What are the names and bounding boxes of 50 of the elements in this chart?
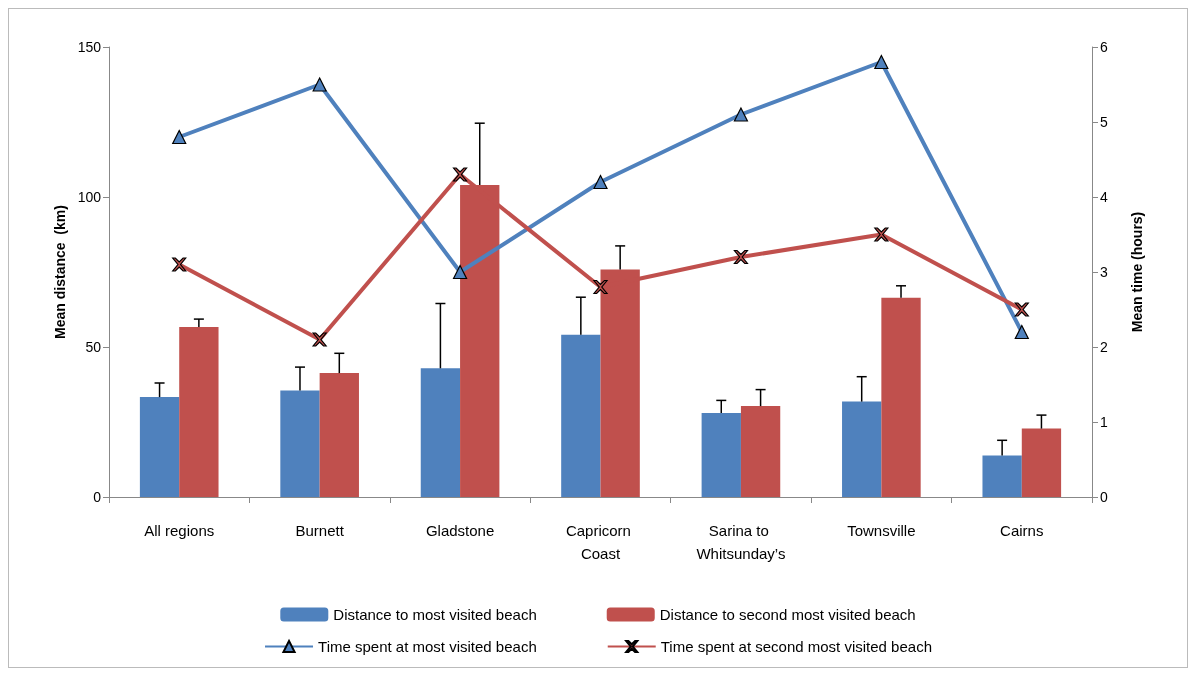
bar: [1021, 428, 1062, 497]
y2-tick-label: 4: [1100, 189, 1108, 205]
point: [593, 279, 608, 295]
point: [593, 174, 608, 190]
point: [312, 332, 327, 347]
legend-label: Distance to most visited beach: [333, 606, 537, 623]
bar: [179, 326, 219, 497]
x-tick-label: Gladstone: [425, 522, 495, 539]
bar: [982, 455, 1022, 497]
point: [452, 264, 468, 280]
bar: [280, 390, 320, 497]
point: [733, 249, 749, 265]
x-tick-label: All regions: [144, 522, 215, 539]
point: [452, 167, 468, 182]
x-tick-label: Capricorn Coast: [565, 522, 636, 562]
y2-axis-title: Mean time (hours): [1129, 211, 1145, 333]
legend-label: Time spent at most visited beach: [318, 638, 537, 655]
legend-label: Time spent at second most visited beach: [660, 638, 932, 655]
point: [1014, 302, 1029, 317]
legend-label: Distance to second most visited beach: [659, 606, 916, 623]
bar: [701, 413, 741, 497]
point: [172, 129, 187, 145]
point: [312, 77, 327, 92]
x-tick-label: Sarina to Whitsunday’s: [696, 522, 786, 562]
y-tick-label: 0: [93, 489, 102, 505]
y-tick-label: 50: [85, 339, 102, 355]
bar: [319, 373, 359, 497]
y-axis-title: Mean distance (km): [51, 205, 68, 339]
y-tick-label: 150: [77, 39, 102, 55]
bar: [420, 368, 461, 497]
point: [733, 107, 749, 122]
bar: [842, 401, 882, 497]
y2-tick-label: 6: [1100, 39, 1108, 55]
y-tick-label: 100: [77, 189, 102, 205]
x-tick-label: Burnett: [295, 522, 345, 539]
point: [874, 227, 889, 242]
bar: [740, 406, 781, 497]
point: [874, 54, 889, 70]
y2-tick-label: 0: [1100, 489, 1108, 505]
x-tick-label: Cairns: [1000, 522, 1044, 539]
y2-tick-label: 5: [1100, 114, 1108, 130]
y2-tick-label: 1: [1100, 414, 1108, 430]
bar: [139, 397, 180, 497]
bar: [881, 297, 921, 497]
point: [1014, 324, 1029, 340]
point: [172, 257, 187, 272]
bar: [561, 334, 601, 497]
y2-tick-label: 3: [1100, 264, 1108, 280]
y2-tick-label: 2: [1100, 339, 1108, 355]
x-tick-label: Townsville: [847, 522, 916, 539]
